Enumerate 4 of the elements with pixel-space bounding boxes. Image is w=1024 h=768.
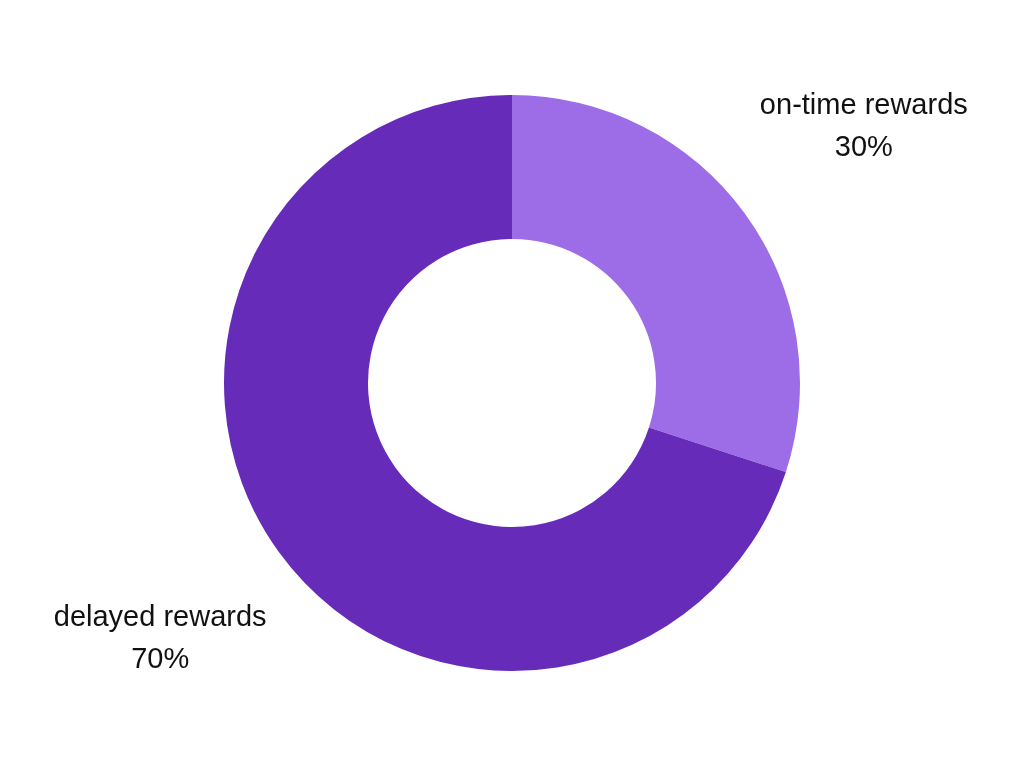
data-label: 70% [131, 641, 190, 674]
slice-label: delayed rewards [53, 599, 267, 632]
data-label: 30% [834, 130, 893, 163]
slice-label: on-time rewards [759, 88, 968, 121]
